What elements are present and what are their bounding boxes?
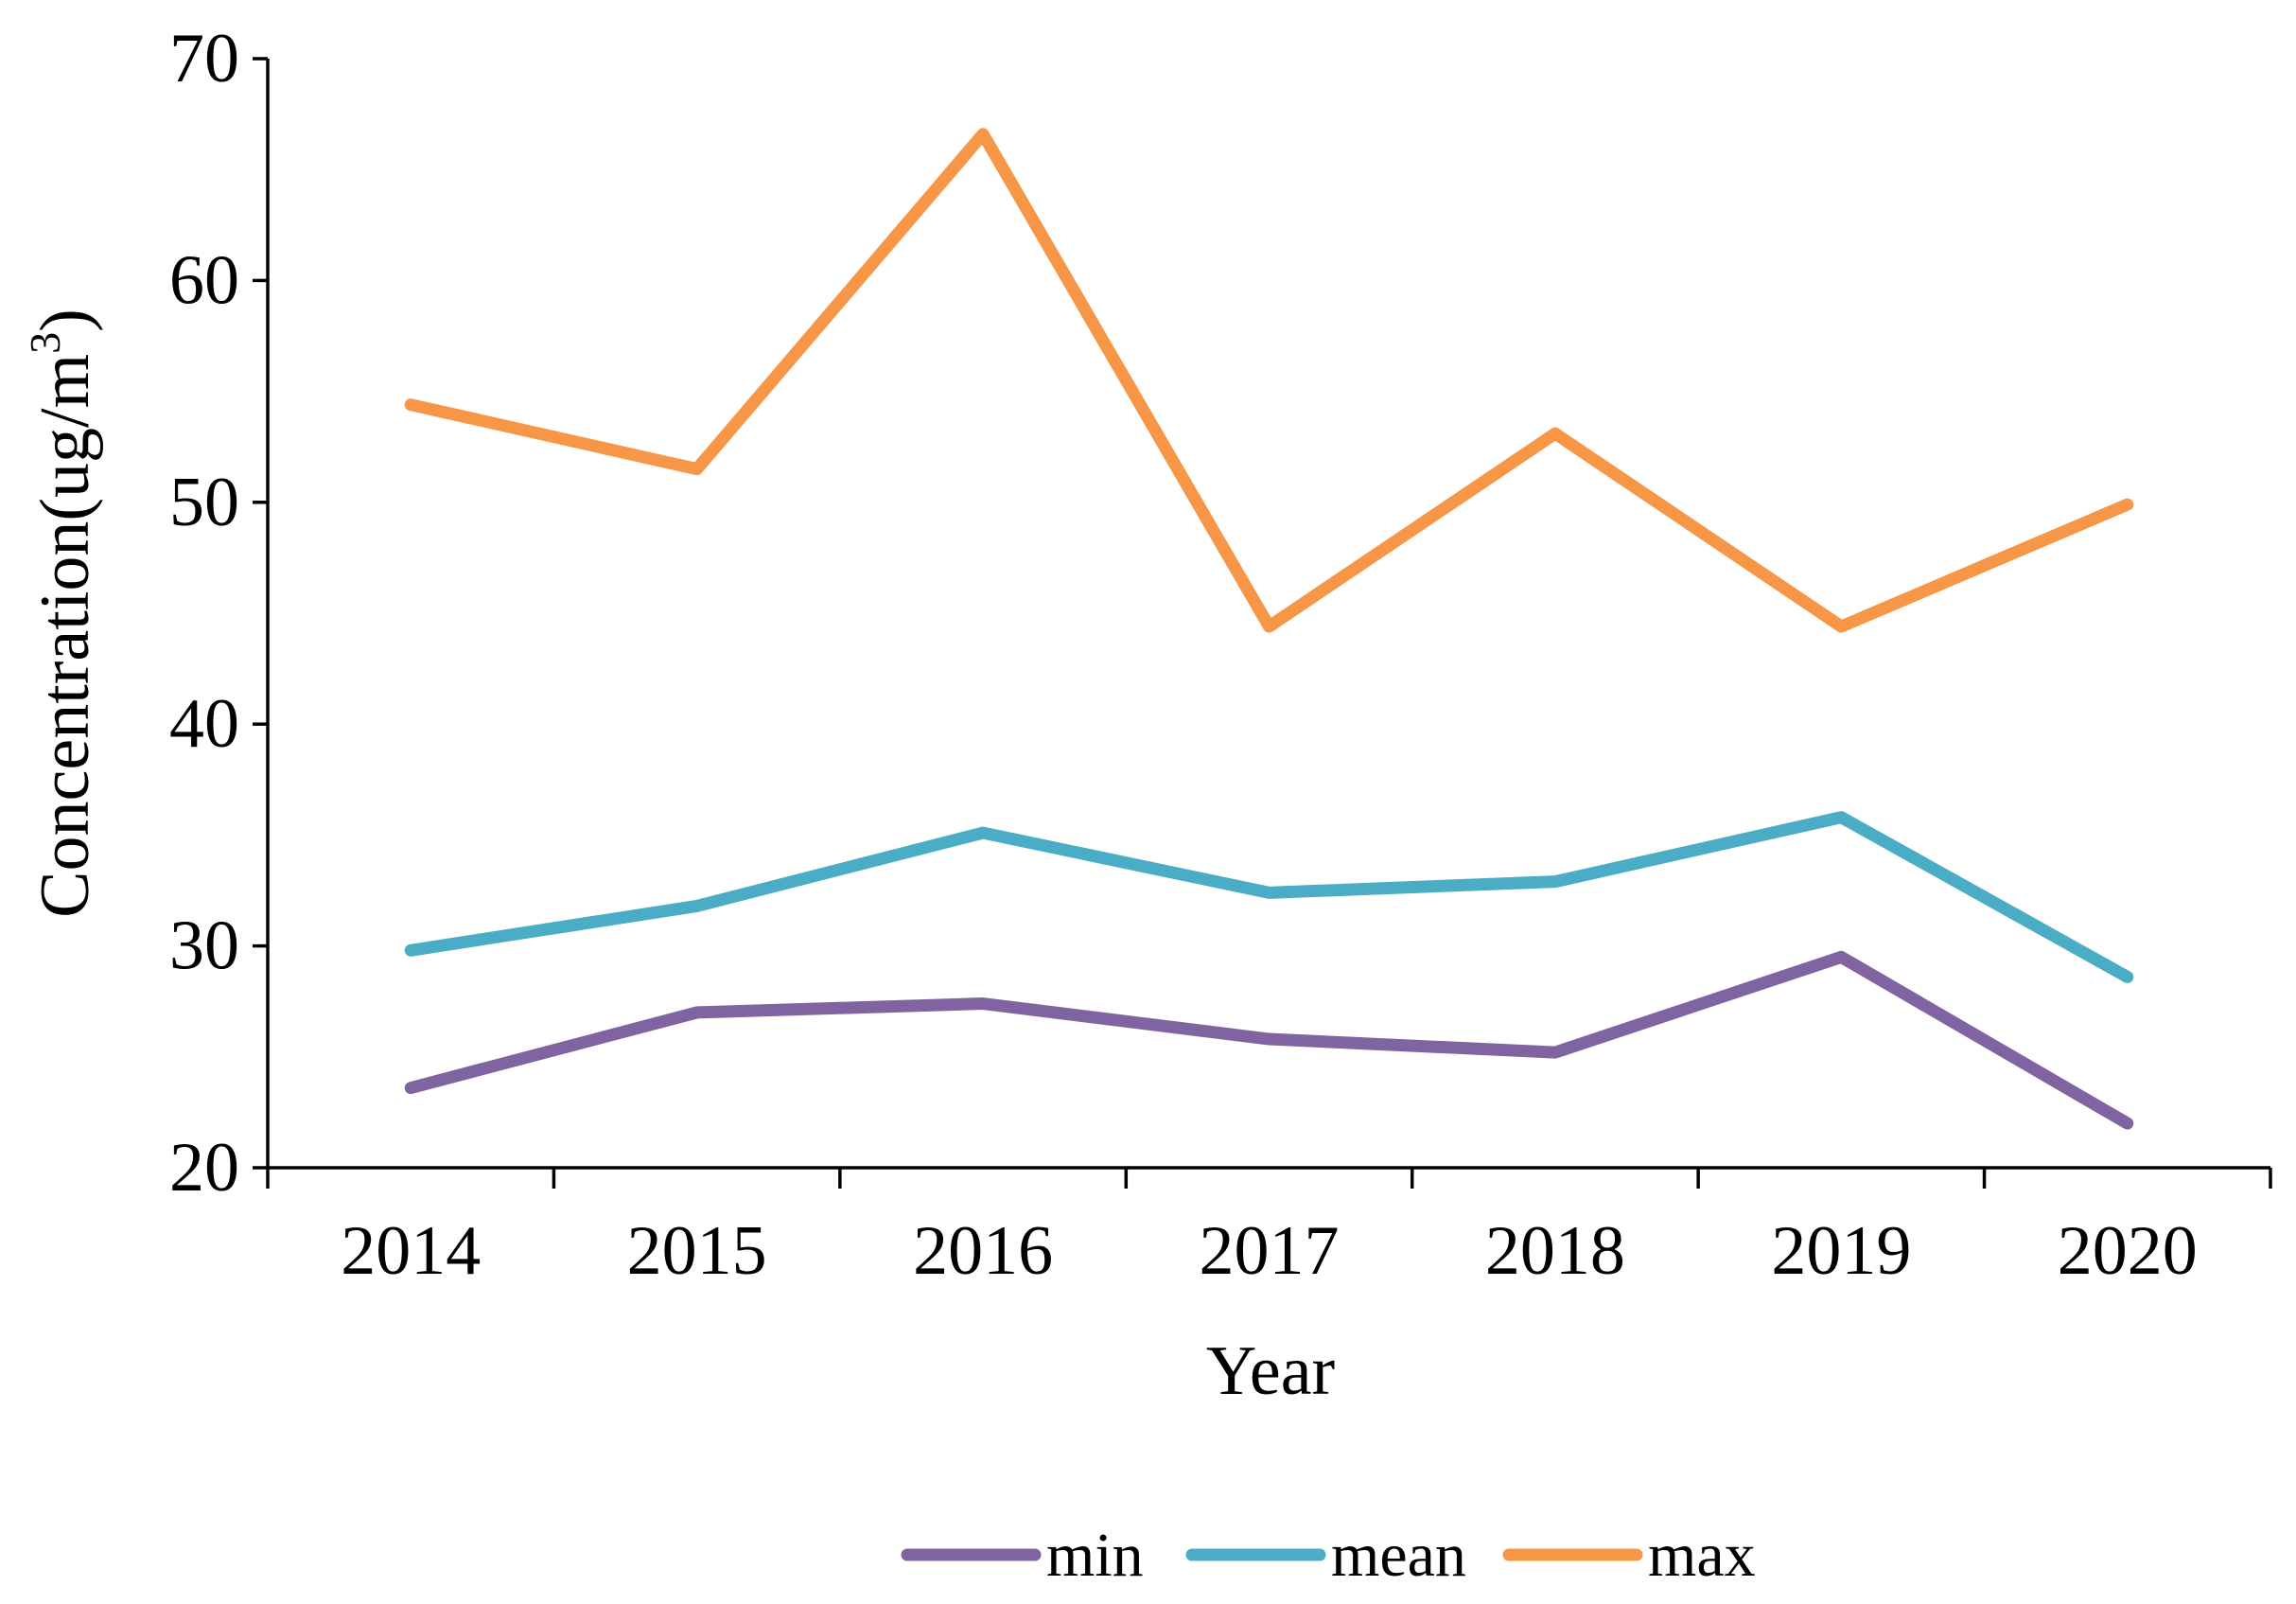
y-tick-label: 70 <box>169 20 239 97</box>
x-tick-label-2019: 2019 <box>1771 1212 1911 1290</box>
series-mean <box>404 811 2134 983</box>
series-layer <box>404 128 2134 1130</box>
legend-label-min: min <box>1046 1521 1144 1590</box>
x-axis-title: Year <box>1206 1332 1335 1410</box>
x-axis: 2014 2015 2016 2017 2018 2019 2020 <box>266 1166 2272 1290</box>
y-tick-label: 60 <box>169 241 239 319</box>
x-tick-label-2015: 2015 <box>627 1212 767 1290</box>
x-tick-label-2017: 2017 <box>1200 1212 1340 1290</box>
x-ticks: 2014 2015 2016 2017 2018 2019 2020 <box>266 1168 2272 1290</box>
series-line-mean <box>404 811 2134 983</box>
y-axis-title-main: Concentration(ug/m <box>26 354 104 918</box>
y-axis-title-close: ) <box>26 308 104 332</box>
series-min <box>404 950 2134 1130</box>
x-tick-label-2014: 2014 <box>341 1212 481 1290</box>
x-tick-label-2016: 2016 <box>913 1212 1053 1290</box>
y-tick-label: 50 <box>169 464 239 541</box>
y-axis-title: Concentration(ug/m3) <box>21 308 104 918</box>
y-tick-label: 30 <box>169 908 239 985</box>
series-line-min <box>404 950 2134 1130</box>
legend-item-max: max <box>1502 1521 1756 1590</box>
legend-label-max: max <box>1648 1521 1756 1590</box>
series-max <box>404 128 2134 633</box>
legend-label-mean: mean <box>1331 1521 1466 1590</box>
x-tick-label-2018: 2018 <box>1485 1212 1625 1290</box>
y-ticks: 20 30 40 50 60 70 <box>169 20 268 1207</box>
series-line-max <box>404 128 2134 633</box>
y-tick-label: 40 <box>169 685 239 763</box>
x-tick-label-2020: 2020 <box>2058 1212 2198 1290</box>
y-axis-title-superscript: 3 <box>21 332 69 354</box>
legend-item-mean: mean <box>1185 1521 1466 1590</box>
y-axis: 20 30 40 50 60 70 <box>169 20 270 1207</box>
legend: min mean max <box>901 1521 1756 1590</box>
legend-item-min: min <box>901 1521 1144 1590</box>
y-tick-label: 20 <box>169 1129 239 1207</box>
